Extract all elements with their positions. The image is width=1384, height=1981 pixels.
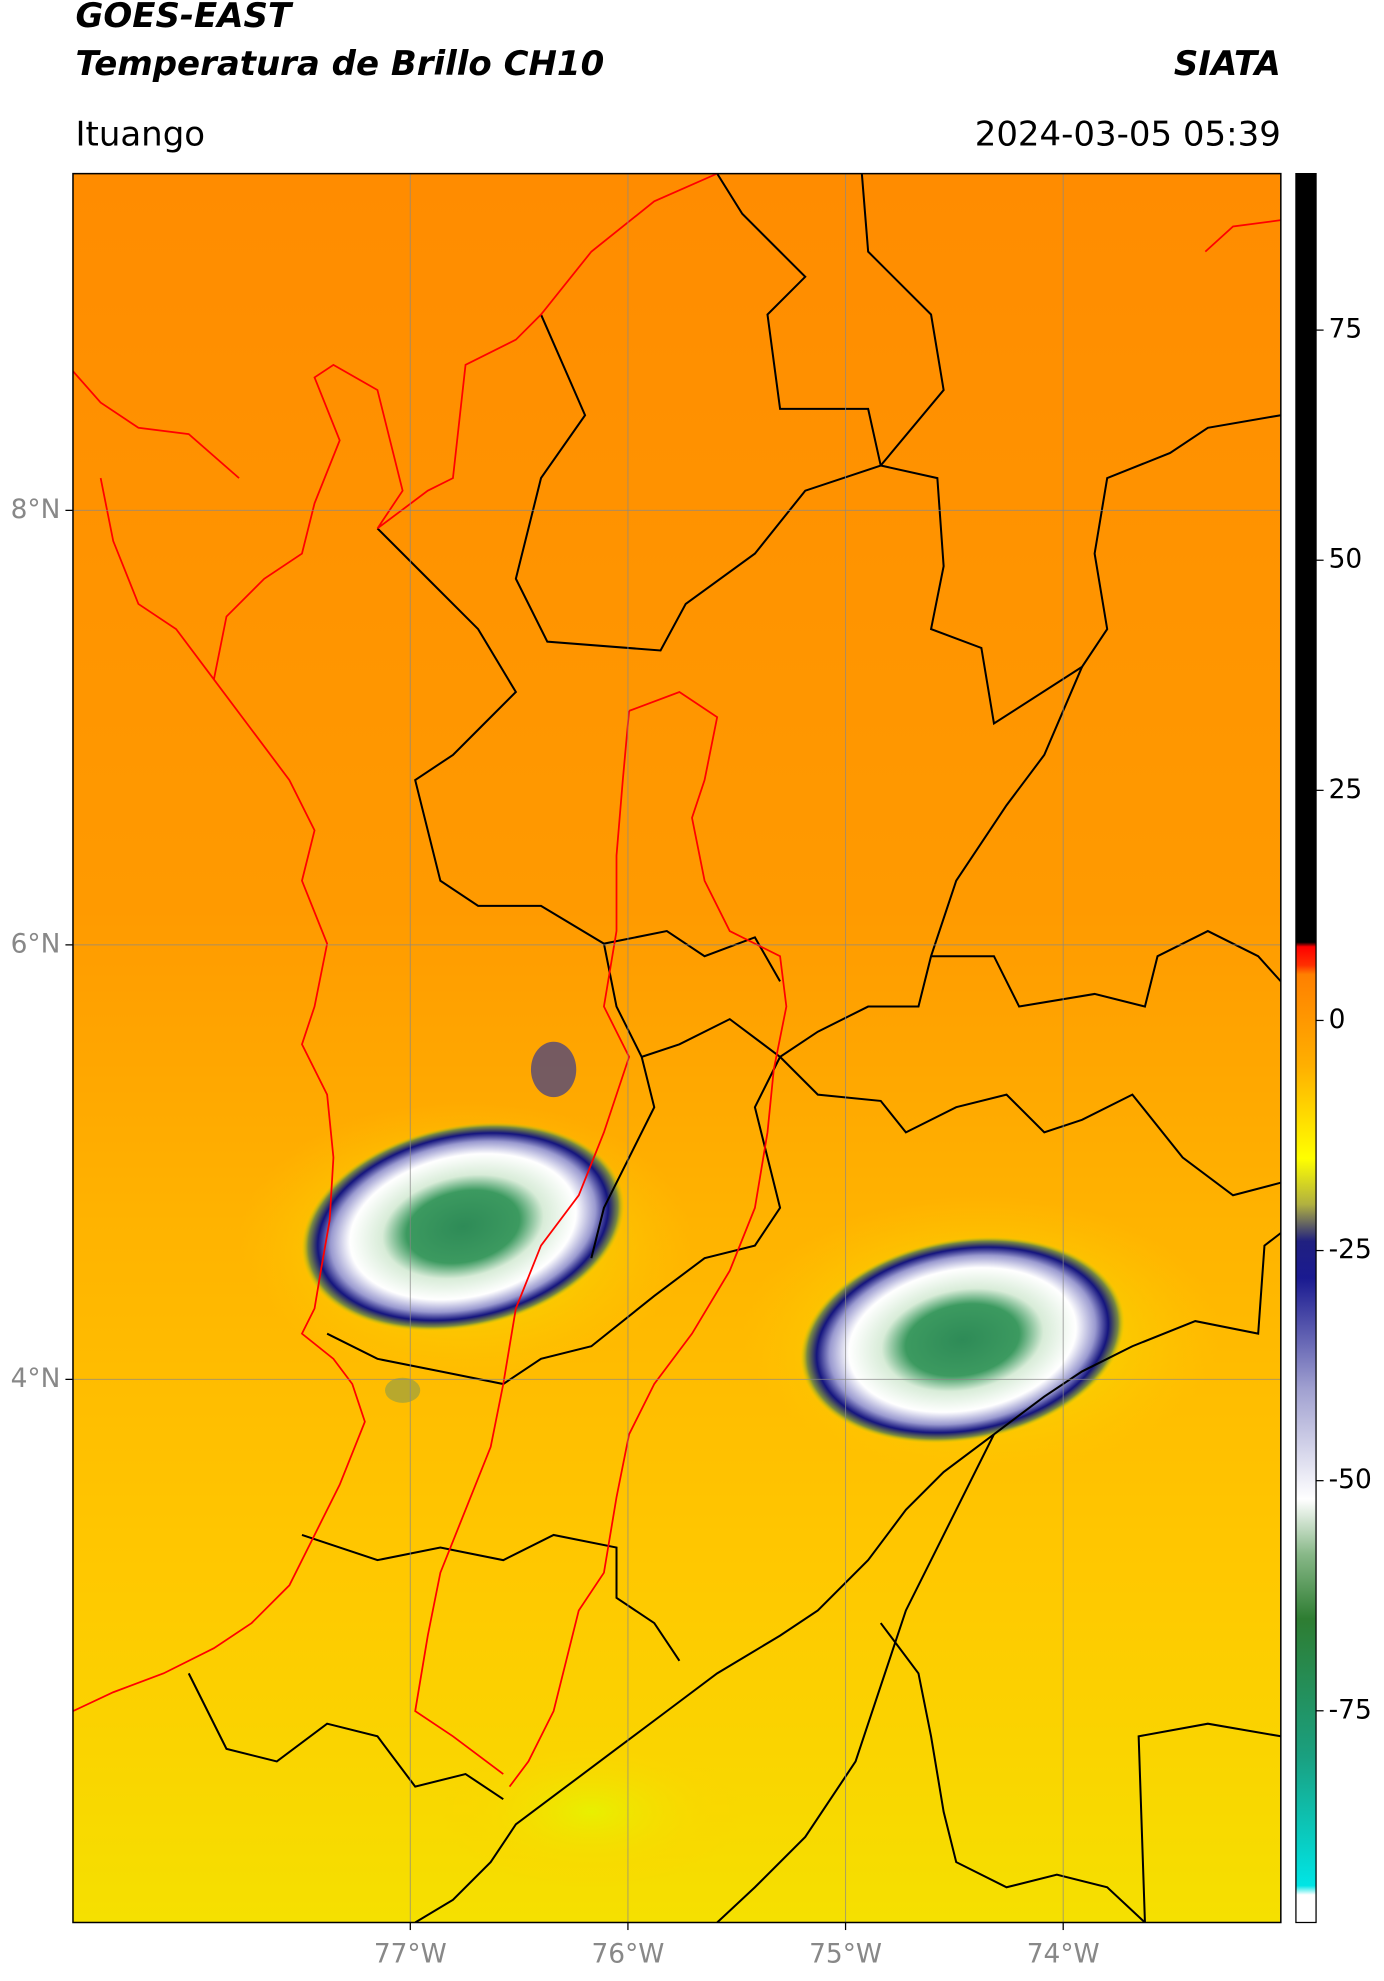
colorbar	[1295, 172, 1317, 1924]
datetime: 2024-03-05 05:39	[975, 114, 1281, 154]
colorbar-tick-label: 0	[1329, 1004, 1346, 1035]
y-tick-label: 8°N	[11, 494, 61, 525]
x-tick-label: 74°W	[1027, 1939, 1100, 1970]
storm-cloud	[530, 1041, 577, 1098]
map-background	[72, 173, 1281, 1923]
colorbar-tick-label: -50	[1329, 1464, 1372, 1495]
x-tick-label: 77°W	[374, 1939, 447, 1970]
colorbar-tick-label: 25	[1329, 774, 1363, 805]
map-area	[72, 173, 1281, 1923]
x-tick-label: 76°W	[591, 1939, 664, 1970]
admin-borders	[187, 173, 1281, 1923]
storm-cloud	[301, 1122, 625, 1331]
x-tick-label: 75°W	[809, 1939, 882, 1970]
colorbar-tick-label: 75	[1329, 314, 1363, 345]
gridlines	[72, 173, 1281, 1923]
y-tick-label: 6°N	[11, 928, 61, 959]
source: SIATA	[1174, 44, 1281, 84]
cloud-halo	[440, 1736, 743, 1888]
colorbar-tick-label: -25	[1329, 1234, 1372, 1265]
coastline-and-rivers	[72, 173, 1281, 1788]
region: Ituango	[75, 114, 205, 154]
colorbar-tick-label: 50	[1329, 544, 1363, 575]
title: GOES-EAST	[75, 0, 293, 36]
colorbar-tick-label: -75	[1329, 1694, 1372, 1725]
storm-cloud	[385, 1377, 421, 1403]
subtitle: Temperatura de Brillo CH10	[75, 44, 604, 84]
map-frame	[72, 172, 1282, 1924]
y-tick-label: 4°N	[11, 1363, 61, 1394]
storm-cloud	[800, 1236, 1125, 1444]
